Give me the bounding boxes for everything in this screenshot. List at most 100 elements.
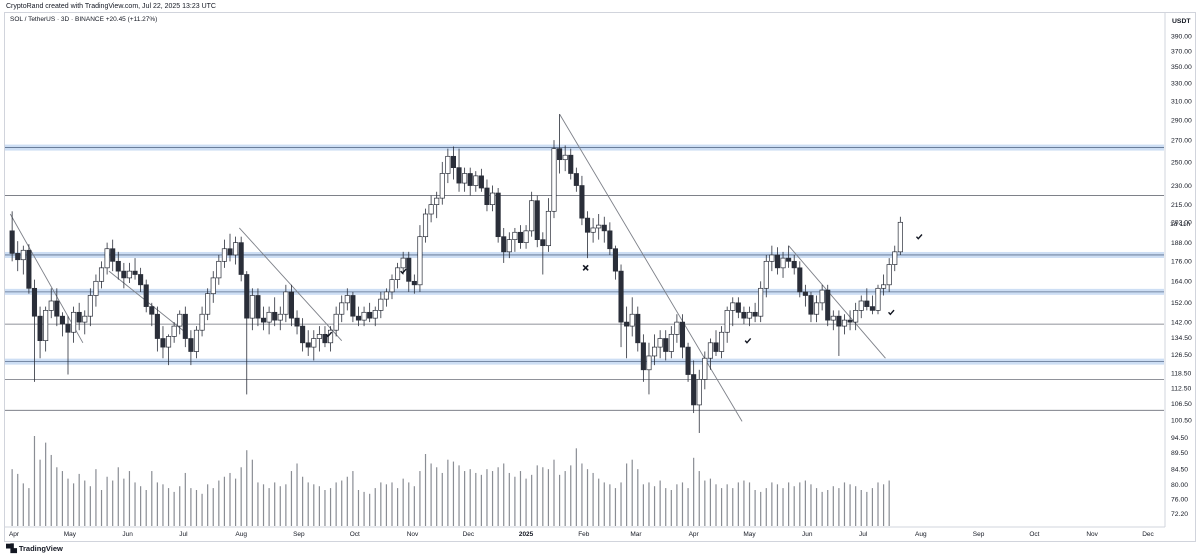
candle[interactable]: [758, 281, 764, 323]
candle[interactable]: [679, 314, 686, 359]
candle[interactable]: [612, 245, 618, 280]
candle[interactable]: [825, 284, 831, 327]
candle[interactable]: [517, 225, 524, 249]
candle[interactable]: [210, 271, 216, 303]
candle[interactable]: [244, 271, 250, 395]
candle[interactable]: [93, 274, 99, 307]
candle[interactable]: [780, 251, 786, 278]
symbol-legend[interactable]: SOL / TetherUS · 3D · BINANCE +20.45 (+1…: [10, 16, 157, 23]
trendline[interactable]: [788, 245, 886, 359]
candle[interactable]: [361, 306, 367, 327]
candle[interactable]: [573, 167, 579, 192]
candle[interactable]: [618, 264, 624, 348]
candle[interactable]: [255, 288, 261, 327]
candle[interactable]: [71, 306, 77, 343]
candle[interactable]: [126, 262, 132, 284]
candle[interactable]: [166, 334, 172, 366]
candle[interactable]: [205, 288, 211, 321]
candle[interactable]: [395, 262, 401, 289]
candle[interactable]: [713, 330, 719, 356]
candle[interactable]: [417, 225, 423, 292]
candle[interactable]: [791, 254, 797, 275]
candle[interactable]: [707, 338, 713, 370]
candle[interactable]: [288, 284, 294, 327]
candle[interactable]: [87, 288, 93, 327]
candle[interactable]: [82, 310, 88, 335]
candle[interactable]: [523, 225, 529, 249]
candle[interactable]: [406, 251, 412, 292]
candle[interactable]: [808, 291, 814, 323]
candle[interactable]: [143, 279, 149, 313]
candle[interactable]: [668, 326, 674, 359]
candle[interactable]: [640, 334, 646, 382]
candle[interactable]: [411, 274, 417, 294]
candle[interactable]: [886, 258, 892, 292]
candle[interactable]: [478, 168, 484, 192]
candle[interactable]: [389, 274, 395, 300]
candle[interactable]: [584, 211, 591, 259]
candle[interactable]: [294, 310, 300, 335]
candle[interactable]: [177, 310, 183, 335]
candle[interactable]: [853, 302, 859, 331]
candle[interactable]: [383, 288, 389, 307]
candle[interactable]: [836, 310, 842, 356]
candle[interactable]: [37, 306, 43, 359]
candle[interactable]: [847, 310, 853, 331]
candle[interactable]: [774, 247, 780, 275]
candle[interactable]: [534, 195, 540, 248]
candle[interactable]: [735, 297, 741, 319]
candle[interactable]: [841, 314, 848, 335]
trendline[interactable]: [559, 113, 743, 422]
candle[interactable]: [311, 330, 317, 361]
candle[interactable]: [266, 306, 272, 335]
candle[interactable]: [31, 279, 38, 382]
candle[interactable]: [462, 167, 468, 192]
candle[interactable]: [551, 140, 557, 219]
candle[interactable]: [76, 302, 82, 331]
trendline[interactable]: [9, 213, 84, 344]
candle[interactable]: [607, 222, 613, 255]
candle[interactable]: [691, 360, 697, 414]
candle[interactable]: [752, 302, 758, 323]
candle[interactable]: [685, 342, 691, 382]
candle[interactable]: [624, 306, 630, 359]
candle[interactable]: [48, 288, 54, 319]
candle[interactable]: [579, 175, 585, 226]
candle[interactable]: [400, 251, 406, 275]
candle[interactable]: [138, 267, 144, 292]
candle[interactable]: [272, 297, 278, 327]
candle[interactable]: [590, 218, 596, 243]
candle[interactable]: [316, 326, 322, 352]
candle[interactable]: [428, 195, 434, 223]
candle[interactable]: [328, 326, 334, 352]
candle[interactable]: [171, 322, 177, 343]
candle[interactable]: [216, 254, 222, 285]
candle[interactable]: [344, 288, 350, 311]
candle[interactable]: [629, 297, 635, 337]
candle[interactable]: [227, 233, 233, 262]
candle[interactable]: [221, 239, 227, 268]
candle[interactable]: [484, 179, 490, 212]
candle[interactable]: [674, 314, 680, 343]
candle[interactable]: [439, 161, 445, 205]
candle[interactable]: [193, 326, 200, 359]
candle[interactable]: [43, 306, 49, 352]
candle[interactable]: [545, 198, 551, 252]
candle[interactable]: [858, 295, 864, 319]
candle[interactable]: [378, 291, 384, 319]
candle[interactable]: [819, 284, 825, 311]
candle[interactable]: [657, 330, 663, 359]
candle[interactable]: [188, 330, 194, 366]
candle[interactable]: [121, 262, 127, 289]
candle[interactable]: [277, 306, 283, 331]
candle[interactable]: [506, 232, 512, 259]
candle[interactable]: [339, 295, 345, 323]
candle[interactable]: [501, 227, 507, 263]
candle[interactable]: [367, 302, 373, 323]
candle[interactable]: [786, 245, 792, 268]
candle[interactable]: [249, 288, 255, 331]
candle[interactable]: [26, 244, 32, 294]
candle[interactable]: [98, 261, 105, 289]
candle[interactable]: [802, 284, 808, 307]
